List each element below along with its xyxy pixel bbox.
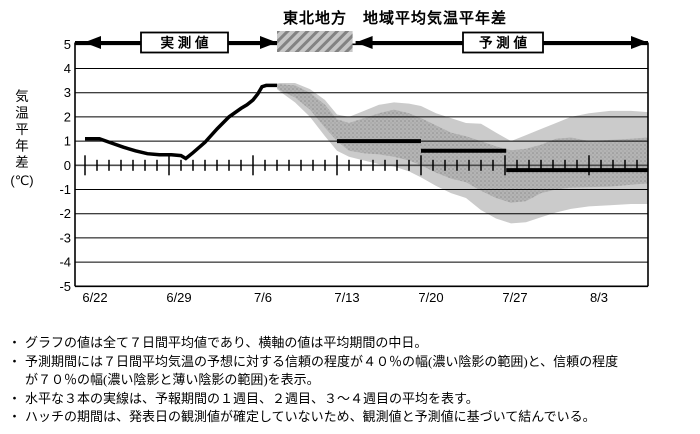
y-tick-label: -2 — [59, 206, 71, 221]
observed-line — [85, 83, 277, 161]
footnote-bullet: ・ — [8, 335, 22, 350]
footnote-item: ・ハッチの期間は、発表日の観測値が確定していないため、観測値と予測値に基づいて結… — [8, 408, 625, 427]
y-tick-label: -5 — [59, 279, 71, 294]
hatch-period-box — [277, 31, 353, 52]
y-tick-label: 0 — [64, 158, 71, 173]
x-tick-label: 6/22 — [82, 290, 107, 305]
forecast-label: 予 測 値 — [479, 35, 528, 51]
y-tick-label: 1 — [64, 134, 71, 149]
footnote-bullet: ・ — [8, 390, 22, 406]
forecast-arrowhead-left — [355, 36, 373, 49]
confidence-band-40 — [277, 84, 648, 203]
footnote-text: 水平な３本の実線は、予報期間の１週目、２週目、３～４週目の平均を表す。 — [25, 390, 479, 406]
footnote-bullet: ・ — [8, 353, 22, 369]
observed-label: 実 測 値 — [160, 35, 209, 51]
y-tick-label: 4 — [64, 61, 71, 76]
x-tick-label: 7/6 — [254, 290, 272, 305]
observed-arrowhead-left — [84, 36, 101, 49]
observed-label-box — [140, 31, 229, 54]
footnotes: ・グラフの値は全て７日間平均値であり、横軸の値は平均期間の中日。・予測期間には７… — [8, 334, 668, 427]
axis-labels-layer: 5 4 3 2 1 0 -1 -2 -3 -4 -5 6/22 6/29 7/6 7/13 7/20 7/27 8… — [10, 37, 608, 305]
gridlines-layer — [75, 68, 648, 263]
footnote-text: グラフの値は全て７日間平均値であり、横軸の値は平均期間の中日。 — [25, 335, 428, 350]
observed-arrowhead-right — [260, 36, 277, 49]
footnote-text: 予測期間には７日間平均気温の予想に対する信頼の程度が４０％の幅(濃い陰影の範囲)… — [25, 353, 619, 388]
banner-layer: 実 測 値予 測 値 — [75, 31, 648, 54]
y-axis-title-char: 差 — [15, 155, 29, 170]
confidence-bands-layer — [277, 83, 648, 224]
y-axis-title-char: 平 — [15, 122, 29, 137]
y-axis-title-char: 温 — [15, 106, 29, 121]
x-tick-label: 8/3 — [590, 290, 608, 305]
y-tick-label: -3 — [59, 230, 71, 245]
forecast-label-box — [462, 31, 544, 54]
series-layer — [85, 83, 648, 173]
y-axis-title-char: 気 — [15, 89, 29, 104]
x-tick-label: 7/13 — [334, 290, 359, 305]
x-tick-label: 7/20 — [418, 290, 443, 305]
footnote-item: ・水平な３本の実線は、予報期間の１週目、２週目、３～４週目の平均を表す。 — [8, 390, 625, 409]
y-tick-label: -4 — [59, 255, 71, 270]
y-tick-label: 3 — [64, 85, 71, 100]
x-tick-label: 7/27 — [502, 290, 527, 305]
footnote-text: ハッチの期間は、発表日の観測値が確定していないため、観測値と予測値に基づいて結ん… — [25, 409, 596, 424]
x-tick-label: 6/29 — [166, 290, 191, 305]
footnote-item: ・グラフの値は全て７日間平均値であり、横軸の値は平均期間の中日。 — [8, 334, 625, 353]
y-tick-label: -1 — [59, 182, 71, 197]
y-tick-label: 5 — [64, 37, 71, 52]
footnote-bullet: ・ — [8, 409, 22, 424]
y-axis-title-char: 年 — [15, 139, 29, 154]
y-tick-label: 2 — [64, 109, 71, 124]
chart-area: 実 測 値 予 測 値 5 4 3 2 1 0 -1 -2 -3 -4 -5 6/22 6/29 7/6 7/… — [10, 31, 649, 305]
forecast-arrowhead-right — [631, 36, 648, 49]
footnote-item: ・予測期間には７日間平均気温の予想に対する信頼の程度が４０％の幅(濃い陰影の範囲… — [8, 353, 625, 390]
chart-svg: 実 測 値 予 測 値 5 4 3 2 1 0 -1 -2 -3 -4 -5 6/22 6/29 7/6 7/… — [10, 31, 649, 305]
chart-title: 東北地方 地域平均気温平年差 — [282, 10, 507, 27]
y-axis-unit: (℃) — [10, 173, 33, 188]
